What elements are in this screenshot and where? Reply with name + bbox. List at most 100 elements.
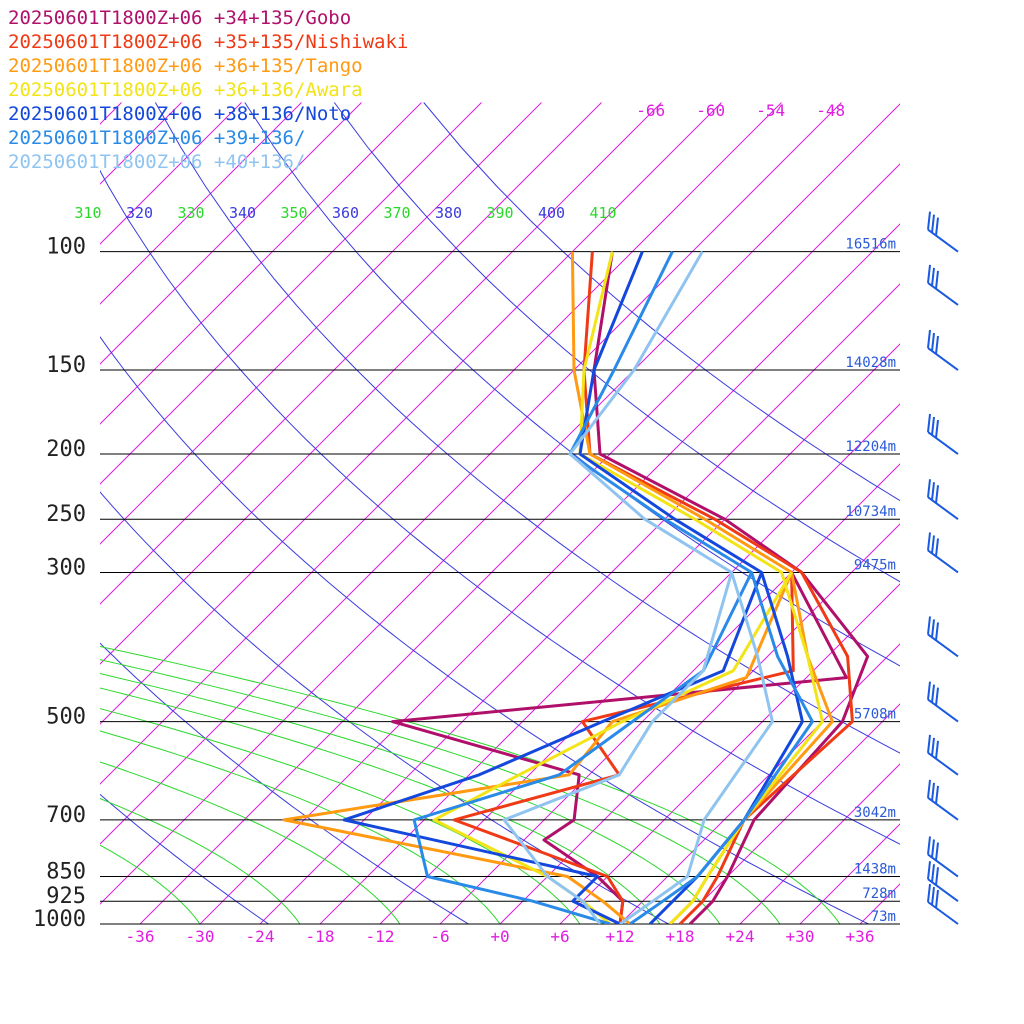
upper-isotherm-label: -66 bbox=[636, 101, 665, 120]
wind-barb-feather bbox=[931, 482, 935, 501]
wind-barb-feather bbox=[927, 779, 931, 798]
dry-adiabat bbox=[100, 793, 270, 924]
height-label: 1438m bbox=[854, 862, 896, 878]
temperature-trace-3 bbox=[578, 251, 824, 924]
height-label: 12204m bbox=[845, 439, 896, 455]
isotherm-line bbox=[319, 343, 900, 924]
height-label: 5708m bbox=[854, 707, 896, 723]
wind-barbs bbox=[927, 211, 959, 925]
wind-barb-staff bbox=[927, 698, 959, 723]
wind-barb-feather bbox=[931, 214, 935, 233]
wind-barb-feather bbox=[931, 737, 935, 756]
theta-label: 380 bbox=[435, 204, 462, 222]
x-tick-label: +36 bbox=[846, 927, 875, 946]
isotherm-line bbox=[100, 102, 782, 785]
isotherm-line bbox=[100, 103, 900, 905]
wind-barb-staff bbox=[927, 431, 959, 455]
isotherm-line bbox=[739, 763, 900, 924]
legend-entry: 20250601T1800Z+06 +34+135/Gobo bbox=[8, 7, 351, 29]
moist-adiabat bbox=[100, 844, 201, 924]
theta-label: 330 bbox=[177, 204, 204, 222]
moist-adiabat bbox=[100, 798, 301, 924]
isotherm-line bbox=[619, 643, 900, 924]
wind-barb-feather bbox=[927, 616, 931, 635]
x-tick-label: -12 bbox=[366, 927, 395, 946]
isotherm-line bbox=[799, 823, 900, 924]
x-tick-label: +24 bbox=[726, 927, 755, 946]
wind-barb-feather bbox=[935, 485, 939, 504]
wind-barb-feather bbox=[927, 532, 931, 551]
dewpoint-trace-2 bbox=[282, 571, 793, 924]
wind-barb-feather bbox=[931, 864, 935, 883]
wind-barb-staff bbox=[927, 752, 959, 776]
wind-barb-staff bbox=[927, 901, 959, 925]
wind-barb-feather bbox=[931, 619, 935, 638]
wind-barb-feather bbox=[935, 867, 939, 886]
isotherm-line bbox=[139, 163, 900, 924]
dry-adiabat bbox=[100, 335, 870, 924]
theta-label: 390 bbox=[486, 204, 513, 222]
wind-barb-feather bbox=[935, 687, 939, 706]
height-label: 10734m bbox=[845, 504, 896, 520]
wind-barb-feather bbox=[931, 886, 935, 906]
isotherm-line bbox=[100, 102, 482, 485]
wind-barb-feather bbox=[935, 622, 939, 641]
isotherm-line bbox=[100, 102, 362, 365]
wind-barb-feather bbox=[931, 416, 935, 436]
axis-labels: 100 16516m 150 14028m 200 12204m 250 10734m 300 9… bbox=[33, 101, 896, 946]
legend-entry: 20250601T1800Z+06 +36+136/Awara bbox=[8, 79, 363, 101]
x-tick-label: -18 bbox=[306, 927, 335, 946]
wind-barb-feather bbox=[935, 419, 939, 439]
pressure-label: 250 bbox=[46, 502, 86, 527]
wind-barb-feather bbox=[935, 217, 939, 236]
wind-barb-staff bbox=[927, 228, 959, 253]
moist-adiabat bbox=[100, 761, 401, 924]
isotherm-line bbox=[259, 283, 900, 924]
pressure-lines bbox=[100, 251, 900, 925]
theta-label: 360 bbox=[332, 204, 359, 222]
x-tick-label: +0 bbox=[490, 927, 509, 946]
dewpoint-trace-1 bbox=[452, 572, 795, 924]
legend-entry: 20250601T1800Z+06 +36+135/Tango bbox=[8, 55, 363, 77]
temperature-trace-0 bbox=[592, 251, 870, 924]
theta-label: 310 bbox=[74, 204, 101, 222]
pressure-label: 500 bbox=[46, 705, 86, 730]
wind-barb-feather bbox=[931, 839, 935, 858]
dewpoint-trace-0 bbox=[390, 571, 848, 924]
isotherm-line bbox=[499, 523, 900, 924]
isotherm-line bbox=[100, 102, 302, 305]
x-tick-label: -24 bbox=[246, 927, 275, 946]
wind-barb-feather bbox=[927, 836, 931, 855]
moist-adiabat bbox=[100, 659, 781, 924]
wind-barb-feather bbox=[935, 270, 939, 289]
dry-adiabat bbox=[154, 102, 900, 754]
pressure-label: 100 bbox=[46, 235, 86, 260]
dewpoint-trace-5 bbox=[412, 571, 753, 924]
x-tick-label: -36 bbox=[126, 927, 155, 946]
wind-barb-feather bbox=[927, 329, 931, 349]
temperature-trace-6 bbox=[568, 250, 774, 924]
wind-barb-feather bbox=[927, 264, 931, 283]
wind-barb-feather bbox=[931, 684, 935, 703]
dry-adiabat bbox=[423, 102, 900, 502]
isotherm-line bbox=[679, 703, 900, 924]
wind-barb-feather bbox=[931, 267, 935, 286]
wind-barb-staff bbox=[927, 797, 959, 821]
pressure-label: 700 bbox=[46, 803, 86, 828]
pressure-label: 200 bbox=[46, 437, 86, 462]
upper-isotherm-label: -54 bbox=[756, 101, 785, 120]
height-label: 9475m bbox=[854, 557, 896, 573]
wind-barb-feather bbox=[927, 211, 931, 230]
legend-entry: 20250601T1800Z+06 +39+136/ bbox=[8, 127, 305, 149]
dry-adiabat bbox=[100, 491, 670, 924]
wind-barb-feather bbox=[931, 535, 935, 554]
wind-barb-feather bbox=[935, 538, 939, 557]
x-tick-label: -30 bbox=[186, 927, 215, 946]
temperature-trace-5 bbox=[568, 250, 814, 924]
isotherm-line bbox=[100, 102, 602, 605]
isotherm-line bbox=[199, 223, 900, 924]
moist-adiabat bbox=[100, 708, 581, 924]
x-tick-label: +30 bbox=[786, 927, 815, 946]
wind-barb-feather bbox=[935, 335, 939, 355]
